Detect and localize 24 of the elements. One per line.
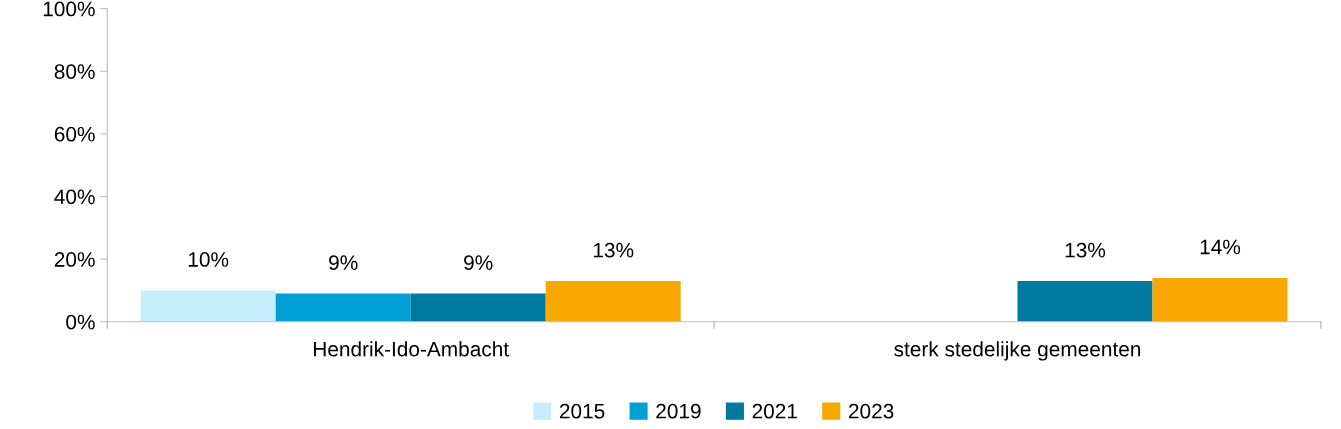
y-tick-label: 60%	[54, 126, 95, 142]
bar	[1017, 281, 1153, 322]
x-tick-label: sterk stedelijke gemeenten	[894, 341, 1141, 361]
y-tick-label: 80%	[54, 64, 95, 79]
data-label: 13%	[593, 242, 634, 258]
y-tick-label: 20%	[54, 252, 95, 267]
legend-label: 2019	[656, 403, 701, 419]
x-tick-label: Hendrik-Ido-Ambacht	[313, 341, 509, 357]
legend-label: 2021	[752, 403, 797, 419]
y-tick-label: 0%	[66, 314, 95, 330]
legend-label: 2015	[559, 403, 605, 419]
bar	[410, 293, 546, 322]
legend-label: 2023	[848, 403, 894, 419]
data-label: 10%	[188, 252, 229, 267]
data-label: 14%	[1200, 239, 1241, 255]
bar	[545, 281, 681, 322]
bar	[140, 290, 276, 322]
bar	[1152, 277, 1288, 322]
y-tick-label: 40%	[54, 189, 95, 205]
data-label: 9%	[464, 255, 493, 270]
data-label: 13%	[1065, 242, 1106, 258]
y-tick-label: 100%	[43, 1, 95, 17]
data-label: 9%	[329, 255, 358, 270]
bar	[275, 293, 411, 322]
